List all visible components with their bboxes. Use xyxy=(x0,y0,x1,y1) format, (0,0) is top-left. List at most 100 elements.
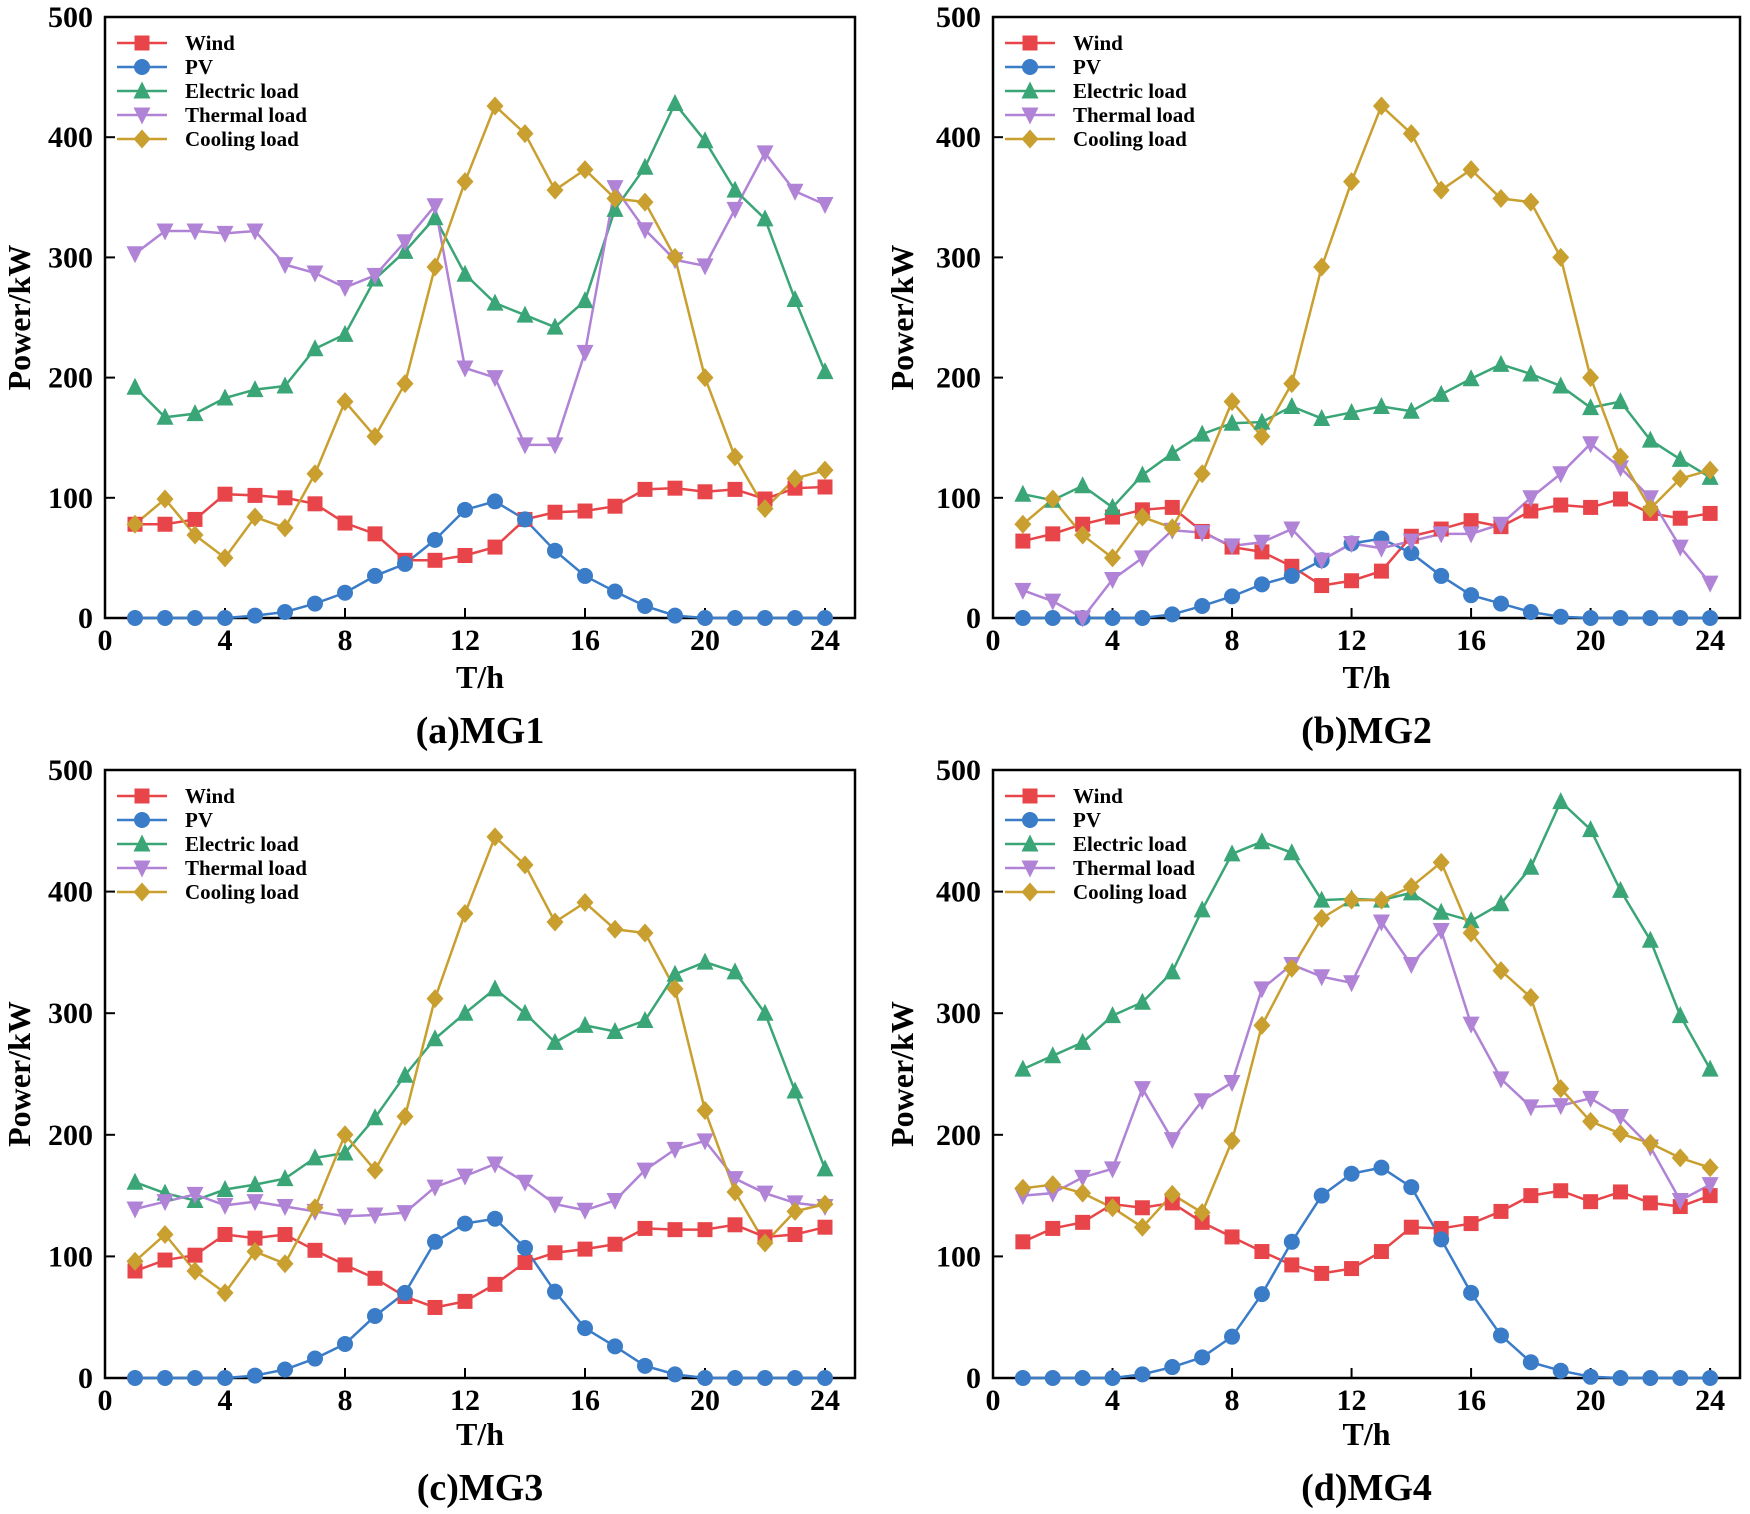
data-point-wind xyxy=(1254,1244,1270,1260)
data-point-thermal xyxy=(576,1202,594,1220)
data-point-pv xyxy=(1433,567,1450,584)
data-point-electric xyxy=(1104,497,1122,515)
data-point-wind xyxy=(1194,1214,1210,1230)
data-point-thermal xyxy=(786,183,804,201)
data-point-thermal xyxy=(546,1196,564,1214)
data-point-thermal xyxy=(486,370,504,388)
data-point-pv xyxy=(247,1367,263,1384)
legend-marker-electric xyxy=(1021,834,1039,852)
data-point-electric xyxy=(1611,392,1629,410)
data-point-cooling xyxy=(516,855,534,875)
plot-frame xyxy=(103,768,857,1380)
data-point-pv xyxy=(727,1370,743,1386)
data-point-cooling xyxy=(246,1242,264,1262)
data-point-cooling xyxy=(306,464,324,484)
series-line-thermal xyxy=(134,150,826,447)
data-point-pv xyxy=(187,1370,203,1386)
data-point-cooling xyxy=(1253,1015,1271,1035)
data-point-cooling xyxy=(1163,518,1181,538)
series-line-cooling xyxy=(1022,103,1711,560)
series-line-pv xyxy=(1022,1166,1711,1380)
data-point-electric xyxy=(516,1003,534,1021)
data-point-wind xyxy=(517,1254,533,1270)
data-point-pv xyxy=(757,1370,773,1386)
series-line-thermal xyxy=(1022,919,1711,1203)
data-point-wind xyxy=(217,486,233,502)
data-point-cooling xyxy=(636,192,654,212)
data-point-cooling xyxy=(426,257,444,277)
data-point-pv xyxy=(1463,1284,1480,1301)
data-point-cooling xyxy=(576,160,594,180)
series-line-cooling xyxy=(134,103,826,560)
x-tick-label: 24 xyxy=(810,624,840,657)
legend-marker-wind xyxy=(134,35,150,51)
data-point-pv xyxy=(1014,610,1031,626)
data-point-electric xyxy=(636,157,654,175)
data-point-thermal xyxy=(606,1192,624,1210)
data-point-cooling xyxy=(1552,1079,1570,1099)
data-point-thermal xyxy=(1014,582,1032,600)
data-point-pv xyxy=(1253,576,1270,593)
legend-label-wind: Wind xyxy=(185,31,235,55)
data-point-electric xyxy=(1313,890,1331,908)
data-point-cooling xyxy=(786,1201,804,1221)
data-point-thermal xyxy=(276,257,294,275)
data-point-wind xyxy=(1702,1188,1718,1204)
data-point-wind xyxy=(487,539,503,555)
data-point-electric xyxy=(1492,354,1510,372)
data-point-thermal xyxy=(1432,526,1450,544)
data-point-cooling xyxy=(666,979,684,999)
data-point-electric xyxy=(756,209,774,227)
data-point-electric xyxy=(546,1032,564,1050)
plot-frame xyxy=(103,15,857,620)
legend-label-electric: Electric load xyxy=(1073,79,1187,103)
data-point-wind xyxy=(337,1257,353,1273)
data-point-wind xyxy=(637,1220,653,1236)
data-point-cooling xyxy=(546,912,564,932)
legend-marker-electric xyxy=(133,81,151,99)
series-line-pv xyxy=(1022,537,1711,620)
data-point-cooling xyxy=(606,919,624,939)
data-point-cooling xyxy=(1074,525,1092,545)
data-point-electric xyxy=(1343,402,1361,420)
data-point-electric xyxy=(546,317,564,335)
x-tick-label: 20 xyxy=(1576,1384,1606,1417)
x-tick-label: 16 xyxy=(570,1384,600,1417)
data-point-pv xyxy=(1164,606,1181,623)
data-point-electric xyxy=(786,289,804,307)
y-tick-label: 0 xyxy=(78,602,93,635)
legend-marker-thermal xyxy=(1021,107,1039,125)
data-point-cooling xyxy=(126,1251,144,1271)
data-point-electric xyxy=(306,339,324,357)
data-point-thermal xyxy=(216,1197,234,1215)
data-point-wind xyxy=(337,515,353,531)
data-point-cooling xyxy=(276,1254,294,1274)
data-point-cooling xyxy=(366,1160,384,1180)
data-point-pv xyxy=(1672,610,1689,626)
data-point-pv xyxy=(1702,610,1719,626)
data-point-thermal xyxy=(1283,521,1301,539)
data-point-cooling xyxy=(486,96,504,116)
data-point-electric xyxy=(1074,476,1092,494)
y-tick-label: 400 xyxy=(48,876,93,909)
data-point-thermal xyxy=(1402,533,1420,551)
data-point-thermal xyxy=(1402,957,1420,975)
data-point-wind xyxy=(817,1219,833,1235)
y-tick-label: 500 xyxy=(936,1,981,34)
data-point-cooling xyxy=(186,1261,204,1281)
plot-frame xyxy=(991,15,1742,620)
x-tick-label: 20 xyxy=(690,1384,720,1417)
data-point-electric xyxy=(336,1143,354,1161)
data-point-pv xyxy=(487,493,503,510)
data-point-cooling xyxy=(1313,257,1331,277)
data-point-pv xyxy=(217,610,233,626)
data-point-wind xyxy=(157,516,173,532)
x-tick-label: 16 xyxy=(1456,1384,1486,1417)
data-point-cooling xyxy=(636,923,654,943)
data-point-thermal xyxy=(486,1156,504,1174)
data-point-pv xyxy=(1642,610,1659,626)
data-point-cooling xyxy=(1193,1203,1211,1223)
data-point-wind xyxy=(1075,1214,1091,1230)
data-point-pv xyxy=(1313,1187,1330,1204)
data-point-pv xyxy=(487,1210,503,1227)
